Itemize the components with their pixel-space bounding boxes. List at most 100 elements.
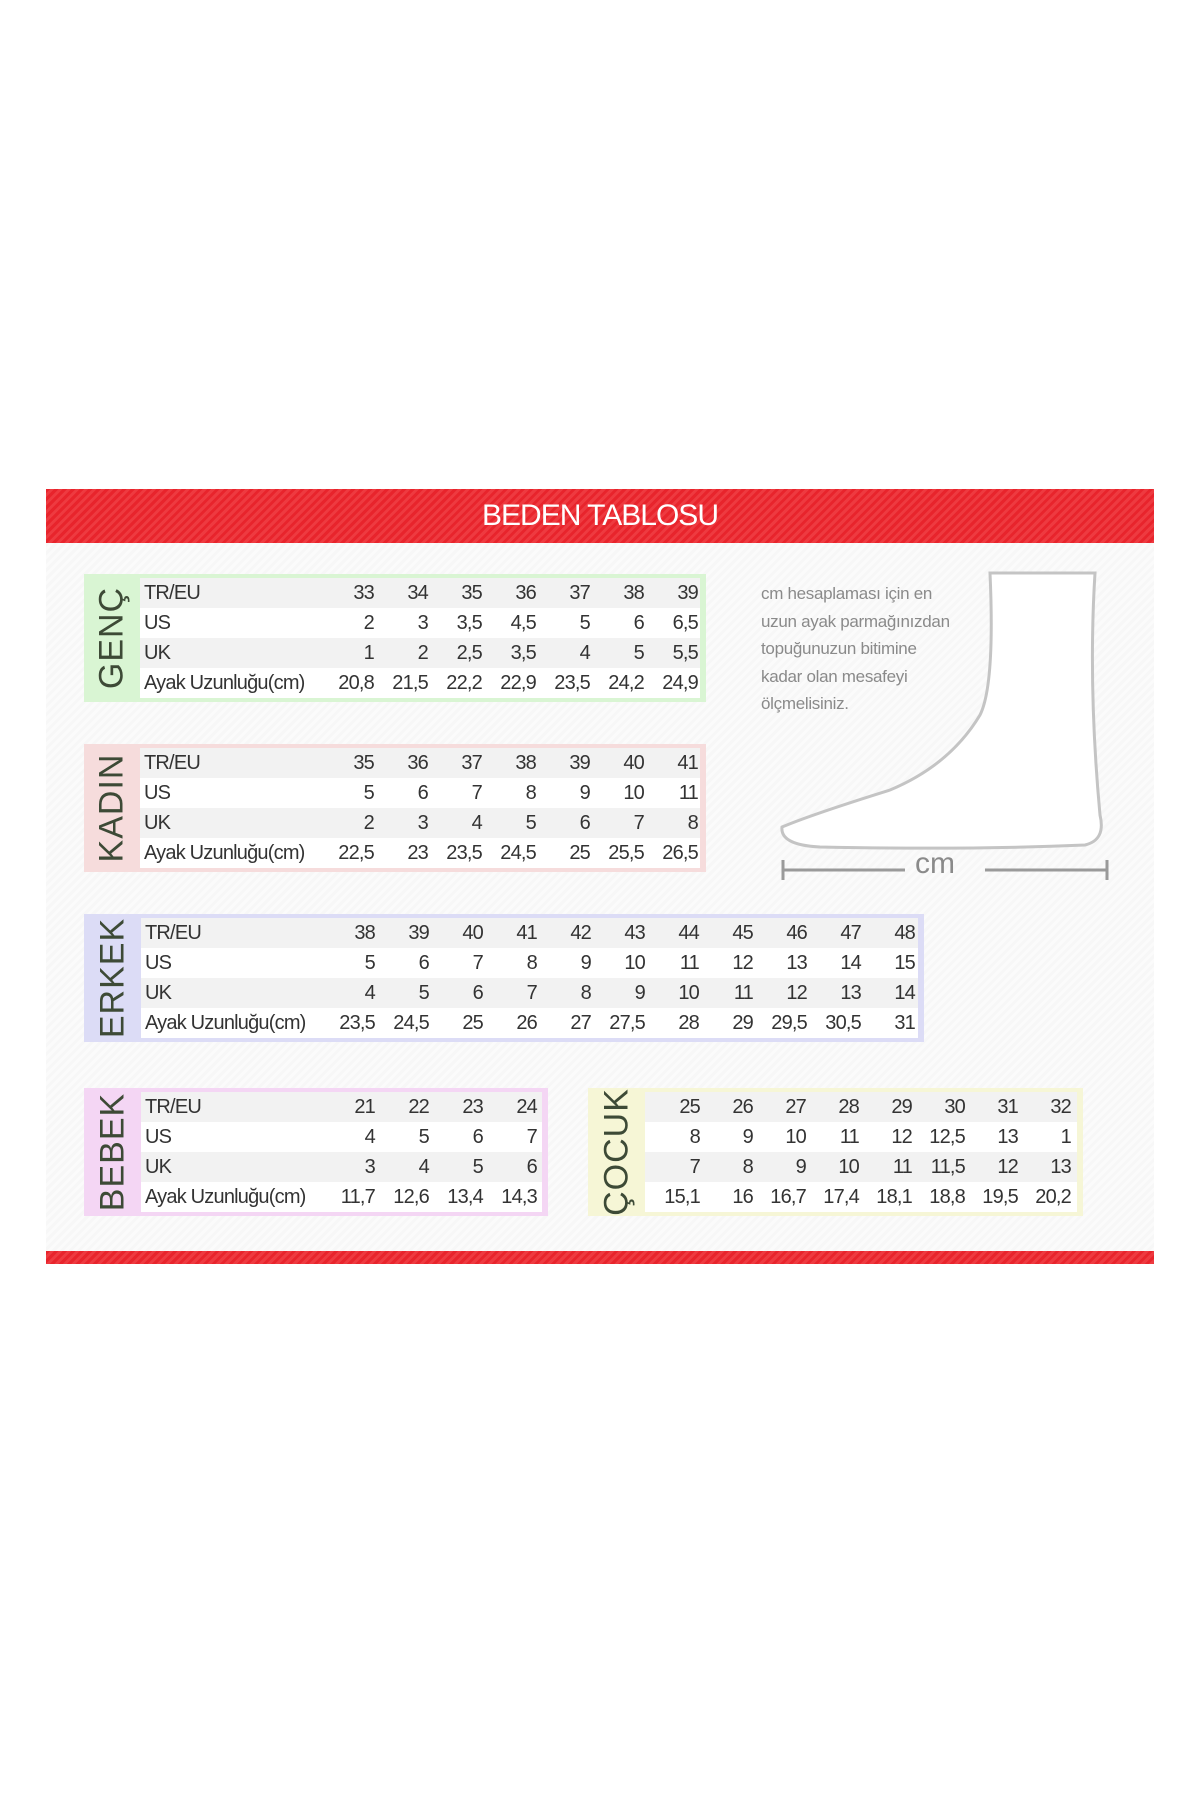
- row-label: US: [145, 1125, 172, 1148]
- size-cell: 38: [515, 751, 536, 774]
- size-cell: 5: [525, 811, 537, 834]
- row-label: Ayak Uzunluğu(cm): [145, 1185, 306, 1208]
- size-cell: 5: [418, 981, 430, 1004]
- note-line: cm hesaplaması için en: [761, 584, 933, 603]
- size-cell: 15: [894, 951, 915, 974]
- size-cell: 12,6: [393, 1185, 430, 1208]
- size-cell: 28: [678, 1011, 699, 1034]
- size-cell: 8: [580, 981, 592, 1004]
- size-cell: 5: [579, 611, 591, 634]
- size-cell: 6: [417, 781, 429, 804]
- size-cell: 2,5: [456, 641, 483, 664]
- row-label: US: [144, 611, 171, 634]
- size-cell: 2: [363, 611, 375, 634]
- table-body: TR/EU 35 36 37 38 39 40 41 US 5 6 7 8 9 10 11 UK 2 3 4 5 6 7 8 A…: [140, 748, 700, 868]
- size-cell: 6: [472, 981, 484, 1004]
- size-cell: 13: [1050, 1155, 1071, 1178]
- size-cell: 45: [732, 921, 753, 944]
- size-cell: 18,8: [929, 1185, 966, 1208]
- size-cell: 37: [461, 751, 482, 774]
- size-cell: 32: [1050, 1095, 1071, 1118]
- row-label: Ayak Uzunluğu(cm): [144, 671, 305, 694]
- size-cell: 11,5: [930, 1155, 966, 1178]
- table-row: Ayak Uzunluğu(cm) 20,8 21,5 22,2 22,9 23,5 24,…: [140, 668, 700, 698]
- table-row: TR/EU 21 22 23 24: [141, 1092, 542, 1122]
- size-cell: 27: [570, 1011, 591, 1034]
- row-label: UK: [145, 1155, 172, 1178]
- size-cell: 23,5: [554, 671, 591, 694]
- foot-outline-icon: [780, 571, 1109, 880]
- size-cell: 23,5: [446, 841, 483, 864]
- row-label: TR/EU: [145, 1095, 202, 1118]
- category-label-text: ERKEK: [93, 917, 131, 1039]
- size-cell: 7: [633, 811, 645, 834]
- size-cell: 17,4: [823, 1185, 860, 1208]
- table-row: TR/EU 35 36 37 38 39 40 41: [140, 748, 700, 778]
- size-cell: 2: [417, 641, 429, 664]
- table-row: UK 4 5 6 7 8 9 10 11 12 13 14: [141, 978, 918, 1008]
- category-label-text: BEBEK: [93, 1092, 131, 1212]
- size-cell: 35: [353, 751, 374, 774]
- size-cell: 38: [623, 581, 644, 604]
- size-cell: 3,5: [510, 641, 537, 664]
- size-cell: 36: [407, 751, 428, 774]
- size-cell: 42: [570, 921, 591, 944]
- size-cell: 25: [679, 1095, 700, 1118]
- table-row: 25 26 27 28 29 30 31 32: [645, 1092, 1077, 1122]
- table-body: TR/EU 33 34 35 36 37 38 39 US 2 3 3,5 4,5 5 6 6,5 UK 1 2 2,…: [140, 578, 700, 698]
- size-cell: 8: [742, 1155, 754, 1178]
- size-cell: 30: [944, 1095, 965, 1118]
- size-cell: 10: [678, 981, 699, 1004]
- size-cell: 29: [891, 1095, 912, 1118]
- size-cell: 13: [786, 951, 807, 974]
- size-cell: 22: [408, 1095, 429, 1118]
- table-cocuk: ÇOCUK 25 26 27 28 29 30 31 32 8 9 10 11 12 12,5 13 1 7 8 9 1…: [588, 1088, 1083, 1216]
- size-cell: 41: [516, 921, 537, 944]
- table-row: 7 8 9 10 11 11,5 12 13: [645, 1152, 1077, 1182]
- measurement-note: cm hesaplaması için en uzun ayak parmağı…: [761, 580, 950, 718]
- size-cell: 5: [364, 951, 376, 974]
- size-cell: 11: [678, 781, 699, 804]
- category-label: KADIN: [84, 748, 140, 868]
- size-cell: 12: [786, 981, 807, 1004]
- row-label: UK: [144, 811, 171, 834]
- size-cell: 13: [997, 1125, 1018, 1148]
- size-cell: 40: [462, 921, 483, 944]
- size-cell: 11,7: [340, 1185, 376, 1208]
- table-row: US 5 6 7 8 9 10 11 12 13 14 15: [141, 948, 918, 978]
- size-cell: 22,9: [500, 671, 537, 694]
- size-cell: 11: [892, 1155, 913, 1178]
- category-label: ÇOCUK: [588, 1088, 645, 1216]
- size-cell: 9: [579, 781, 591, 804]
- size-cell: 25,5: [608, 841, 645, 864]
- size-cell: 5: [363, 781, 375, 804]
- size-cell: 10: [624, 951, 645, 974]
- size-cell: 6: [579, 811, 591, 834]
- size-cell: 11: [839, 1125, 860, 1148]
- size-cell: 27: [785, 1095, 806, 1118]
- size-cell: 9: [795, 1155, 807, 1178]
- size-cell: 21: [354, 1095, 375, 1118]
- size-cell: 4,5: [510, 611, 537, 634]
- size-cell: 14: [840, 951, 861, 974]
- size-cell: 40: [623, 751, 644, 774]
- size-cell: 3: [364, 1155, 376, 1178]
- table-row: Ayak Uzunluğu(cm) 22,5 23 23,5 24,5 25 25,5 26,…: [140, 838, 700, 868]
- category-label-text: GENÇ: [92, 586, 131, 690]
- size-cell: 4: [364, 1125, 376, 1148]
- table-row: TR/EU 38 39 40 41 42 43 44 45 46 47 48: [141, 918, 918, 948]
- size-cell: 23,5: [339, 1011, 376, 1034]
- size-cell: 4: [471, 811, 483, 834]
- table-row: UK 1 2 2,5 3,5 4 5 5,5: [140, 638, 700, 668]
- table-row: 8 9 10 11 12 12,5 13 1: [645, 1122, 1077, 1152]
- size-cell: 8: [525, 781, 537, 804]
- table-row: TR/EU 33 34 35 36 37 38 39: [140, 578, 700, 608]
- size-cell: 43: [624, 921, 645, 944]
- chart-title: BEDEN TABLOSU: [46, 489, 1154, 543]
- category-label: BEBEK: [84, 1092, 141, 1212]
- size-cell: 7: [471, 781, 483, 804]
- size-cell: 11: [733, 981, 754, 1004]
- row-label: Ayak Uzunluğu(cm): [144, 841, 305, 864]
- size-cell: 36: [515, 581, 536, 604]
- row-label: TR/EU: [144, 581, 201, 604]
